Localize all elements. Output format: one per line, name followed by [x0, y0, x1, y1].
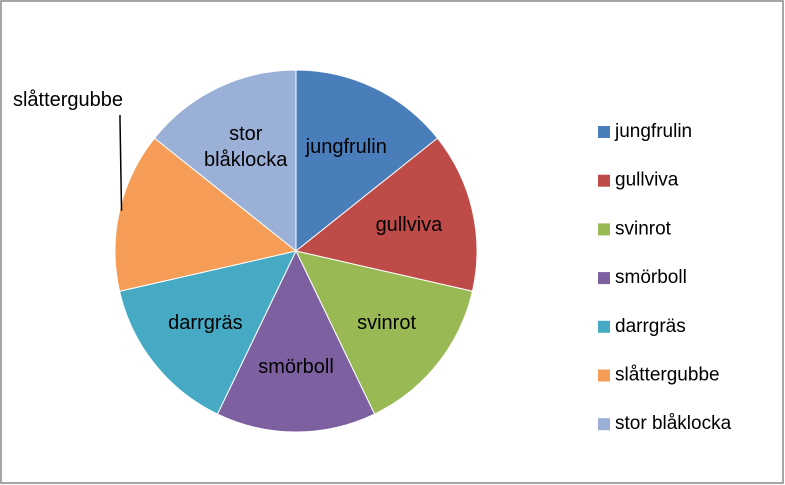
- legend-label: svinrot: [615, 218, 672, 239]
- pie-slice: [118, 250, 297, 415]
- legend: jungfrulin gullviva svinrot smörboll darrgrä…: [598, 121, 732, 434]
- data-label-text: jungfrulin: [305, 135, 387, 158]
- pie-slice: [295, 69, 439, 253]
- data-label-text: slåttergubbe: [12, 89, 124, 111]
- data-label-wrap: darrgräs: [145, 283, 265, 363]
- data-label-wrap: smörboll: [236, 327, 356, 407]
- data-label: darrgräs: [145, 283, 265, 363]
- data-label-wrap: slåttergubbe: [8, 60, 128, 140]
- data-label-text: darrgräs: [168, 312, 243, 335]
- legend-label: smörboll: [615, 267, 687, 288]
- legend-label: gullviva: [615, 170, 679, 191]
- data-label-wrap: gullviva: [349, 185, 469, 265]
- legend-swatch: [598, 272, 610, 285]
- legend-label: slåttergubbe: [615, 365, 720, 386]
- data-labels: jungfrulin gullviva svinrot smörboll darrgrä…: [8, 60, 469, 407]
- legend-swatch: [598, 223, 610, 236]
- data-label-wrap: svinrot: [327, 283, 447, 363]
- data-label: svinrot: [327, 283, 447, 363]
- data-label: jungfrulin: [286, 107, 406, 187]
- data-label: smörboll: [236, 327, 356, 407]
- legend-label: darrgräs: [615, 316, 686, 337]
- data-label: stor blåklocka: [186, 107, 306, 187]
- legend-swatch: [598, 369, 610, 382]
- pie: [114, 69, 478, 433]
- legend-label: stor blåklocka: [615, 413, 732, 434]
- legend-swatch: [598, 126, 610, 138]
- legend-swatch: [598, 320, 610, 333]
- pie-slice: [114, 137, 298, 292]
- data-label-text: stor blåklocka: [204, 122, 288, 171]
- legend-label: jungfrulin: [614, 121, 692, 142]
- data-label-wrap: stor blåklocka: [186, 107, 306, 187]
- legend-swatch: [598, 174, 610, 187]
- data-label-text: smörboll: [258, 355, 334, 378]
- data-label-wrap: jungfrulin: [286, 107, 406, 187]
- pie-slice: [294, 137, 478, 292]
- data-label: gullviva: [349, 185, 469, 265]
- legend-swatch: [598, 418, 610, 431]
- data-label-text: gullviva: [375, 214, 443, 237]
- leader-line: [119, 115, 123, 211]
- pie-slice: [295, 250, 474, 415]
- pie-slice: [216, 249, 376, 433]
- data-label-text: svinrot: [357, 312, 417, 335]
- data-label: slåttergubbe: [8, 60, 128, 140]
- pie-slice: [153, 69, 297, 253]
